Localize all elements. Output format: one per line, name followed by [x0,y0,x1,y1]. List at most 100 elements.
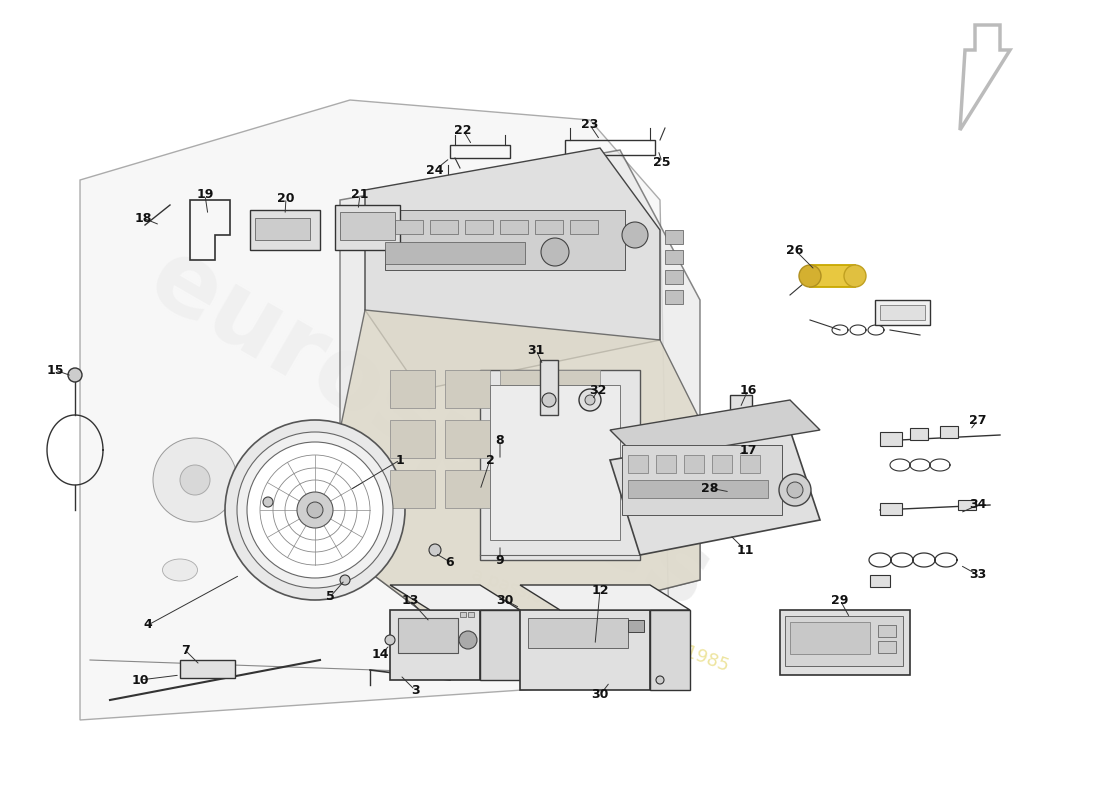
Circle shape [799,265,821,287]
Circle shape [621,222,648,248]
Text: 33: 33 [969,569,987,582]
Text: 29: 29 [832,594,849,606]
Bar [490,385,620,540]
Bar [870,575,890,587]
Text: 2: 2 [485,454,494,466]
Text: 30: 30 [592,689,608,702]
Polygon shape [520,610,650,690]
Text: 28: 28 [702,482,718,494]
Bar [785,616,903,666]
Circle shape [236,432,393,588]
Text: 8: 8 [496,434,504,446]
Text: 20: 20 [277,191,295,205]
Circle shape [297,492,333,528]
Text: 7: 7 [180,643,189,657]
Text: 18: 18 [134,211,152,225]
Bar [535,220,563,234]
Text: a passion for parts since 1985: a passion for parts since 1985 [469,565,732,675]
Bar [390,420,435,458]
Text: 34: 34 [969,498,987,511]
Bar [390,470,435,508]
Bar [666,230,683,244]
Bar [780,610,910,675]
Circle shape [248,442,383,578]
Circle shape [263,497,273,507]
Polygon shape [520,585,690,610]
Bar [810,265,855,287]
Polygon shape [340,150,700,640]
Circle shape [735,485,745,495]
Polygon shape [610,400,820,460]
Bar [740,455,760,473]
Bar [656,455,676,473]
Text: 17: 17 [739,443,757,457]
Text: 32: 32 [590,383,607,397]
Bar [621,445,782,515]
Circle shape [459,631,477,649]
Polygon shape [390,610,480,680]
Bar [446,420,490,458]
Bar [528,618,628,648]
Text: 1: 1 [396,454,405,466]
Bar [684,455,704,473]
Text: 4: 4 [144,618,153,631]
Bar [500,470,544,508]
Bar [880,305,925,320]
Bar [666,270,683,284]
Bar [666,250,683,264]
Bar [628,480,768,498]
Bar [910,428,928,440]
Bar [540,360,558,415]
Bar [556,420,600,458]
Bar [628,620,643,632]
Polygon shape [480,370,640,560]
Bar [500,220,528,234]
Bar [628,455,648,473]
Bar [468,612,474,617]
Bar [430,220,458,234]
Text: 3: 3 [410,683,419,697]
Bar [385,242,525,264]
Text: 26: 26 [786,243,804,257]
Circle shape [226,420,405,600]
Bar [878,625,896,637]
Bar [460,612,466,617]
Text: 5: 5 [326,590,334,603]
Polygon shape [365,148,660,390]
Circle shape [68,368,82,382]
Circle shape [585,395,595,405]
Circle shape [541,238,569,266]
Bar [446,370,490,408]
Bar [712,455,732,473]
Circle shape [542,393,556,407]
Bar [180,660,235,678]
Polygon shape [650,610,690,690]
Text: 11: 11 [736,543,754,557]
Polygon shape [390,585,520,610]
Text: 21: 21 [351,189,369,202]
Bar [790,622,870,654]
Text: 30: 30 [496,594,514,606]
Bar [570,220,598,234]
Text: 31: 31 [527,343,544,357]
Text: 16: 16 [739,383,757,397]
Text: 15: 15 [46,363,64,377]
Bar [666,290,683,304]
Bar [500,420,544,458]
Polygon shape [610,430,820,555]
Bar [255,218,310,240]
Circle shape [844,265,866,287]
Text: 25: 25 [653,155,671,169]
Text: 10: 10 [131,674,149,686]
Polygon shape [340,310,700,640]
Text: 23: 23 [581,118,598,131]
Circle shape [779,474,811,506]
Bar [730,395,752,425]
Text: 14: 14 [372,649,388,662]
Text: eurospares: eurospares [132,230,728,630]
Bar [395,220,424,234]
Bar [500,370,544,408]
Bar [385,210,625,270]
Bar [446,470,490,508]
Bar [340,212,395,240]
